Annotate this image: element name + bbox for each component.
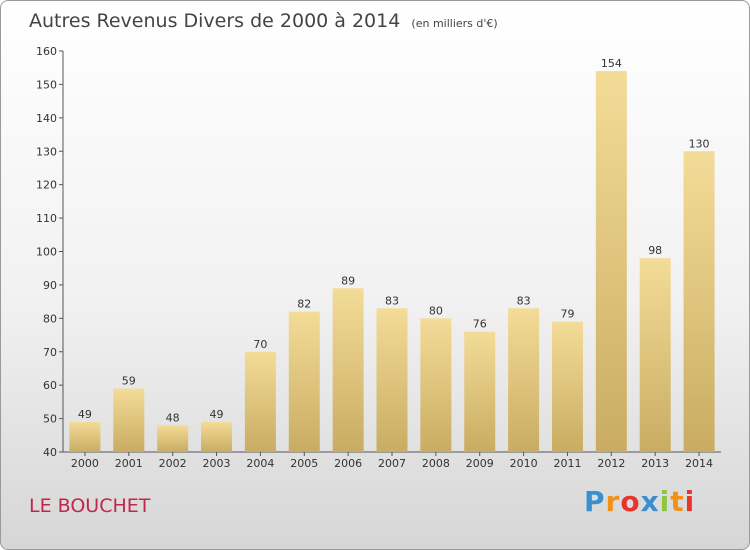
logo-letter: o <box>620 485 641 518</box>
x-tick-label: 2013 <box>641 457 669 470</box>
y-tick-label: 110 <box>36 212 57 225</box>
y-tick-label: 150 <box>36 78 57 91</box>
bar <box>508 308 540 452</box>
x-tick-label: 2003 <box>203 457 231 470</box>
y-tick-label: 140 <box>36 112 57 125</box>
logo-letter: x <box>640 485 660 518</box>
data-label: 48 <box>166 411 180 424</box>
chart-title-main: Autres Revenus Divers de 2000 à 2014 <box>29 10 401 32</box>
data-label: 82 <box>297 298 311 311</box>
logo-letter: i <box>659 485 671 518</box>
data-label: 49 <box>210 408 224 421</box>
x-tick-label: 2012 <box>597 457 625 470</box>
logo-letter: P <box>584 485 606 518</box>
x-tick-label: 2014 <box>685 457 713 470</box>
bar <box>288 311 320 452</box>
data-label: 49 <box>78 408 92 421</box>
bar <box>157 425 189 452</box>
y-tick-label: 160 <box>36 45 57 58</box>
x-tick-label: 2010 <box>510 457 538 470</box>
data-label: 130 <box>689 137 710 150</box>
bar <box>595 71 627 453</box>
y-tick-label: 50 <box>43 413 57 426</box>
x-tick-label: 2008 <box>422 457 450 470</box>
x-tick-label: 2004 <box>246 457 274 470</box>
logo-letter: r <box>605 485 621 518</box>
chart-title: Autres Revenus Divers de 2000 à 2014 (en… <box>29 10 498 32</box>
data-label: 59 <box>122 375 136 388</box>
bar <box>464 331 496 452</box>
data-label: 79 <box>560 308 574 321</box>
proxiti-logo[interactable]: Proxiti <box>584 485 695 518</box>
data-label: 154 <box>601 57 622 70</box>
data-label: 83 <box>385 294 399 307</box>
x-tick-label: 2001 <box>115 457 143 470</box>
x-tick-label: 2009 <box>466 457 494 470</box>
bar <box>69 421 101 452</box>
bar <box>683 151 715 452</box>
bar <box>551 321 583 452</box>
place-name: LE BOUCHET <box>29 495 151 517</box>
y-tick-label: 90 <box>43 279 57 292</box>
y-tick-label: 60 <box>43 379 57 392</box>
data-label: 98 <box>648 244 662 257</box>
chart-subtitle: (en milliers d'€) <box>411 17 498 30</box>
x-tick-label: 2006 <box>334 457 362 470</box>
bar <box>332 288 364 452</box>
x-tick-label: 2002 <box>159 457 187 470</box>
data-label: 70 <box>253 338 267 351</box>
bar <box>201 421 233 452</box>
data-label: 89 <box>341 274 355 287</box>
x-tick-label: 2007 <box>378 457 406 470</box>
data-label: 83 <box>517 294 531 307</box>
y-tick-label: 130 <box>36 145 57 158</box>
x-tick-label: 2000 <box>71 457 99 470</box>
bar <box>376 308 408 452</box>
y-tick-label: 100 <box>36 246 57 259</box>
bar <box>244 351 276 452</box>
y-tick-label: 120 <box>36 179 57 192</box>
bar <box>113 388 145 452</box>
x-tick-label: 2005 <box>290 457 318 470</box>
y-tick-label: 80 <box>43 312 57 325</box>
x-tick-label: 2011 <box>553 457 581 470</box>
data-label: 80 <box>429 304 443 317</box>
y-tick-label: 40 <box>43 446 57 459</box>
bar <box>420 318 452 452</box>
logo-letter: t <box>670 485 685 518</box>
bar <box>639 258 671 452</box>
logo-letter: i <box>684 485 696 518</box>
y-tick-label: 70 <box>43 346 57 359</box>
data-label: 76 <box>473 318 487 331</box>
